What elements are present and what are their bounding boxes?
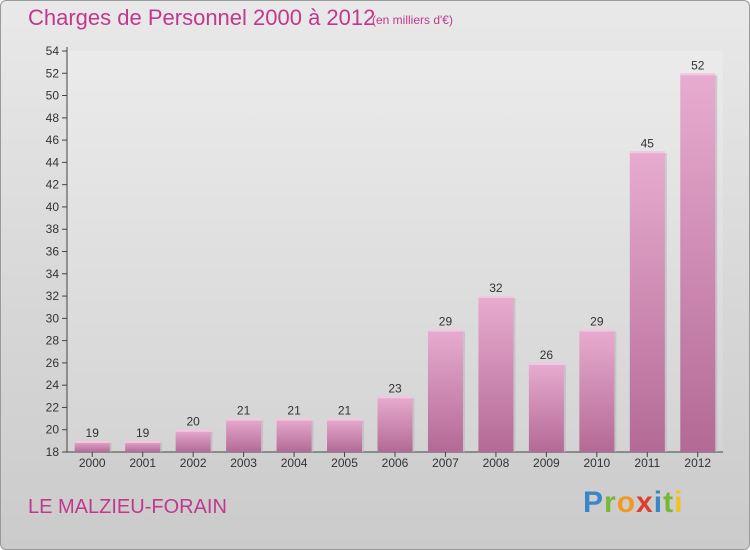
data-label: 21 [287, 404, 301, 418]
y-tick-label: 26 [46, 356, 60, 370]
bar-top-edge [327, 418, 363, 421]
data-label: 52 [691, 58, 705, 72]
chart-title: Charges de Personnel 2000 à 2012 [28, 5, 376, 30]
chart-axes: 18 20 22 24 26 28 30 32 34 36 38 40 42 44 46 48 50 52 54 [46, 44, 723, 459]
bar-top-edge [226, 418, 262, 421]
x-tick-label: 2010 [583, 456, 610, 470]
bar [226, 418, 262, 452]
bar [125, 440, 161, 452]
y-tick-label: 30 [46, 311, 60, 325]
bar [377, 396, 413, 452]
bar [327, 418, 363, 452]
bar-top-edge [579, 329, 615, 332]
x-tick-label: 2001 [129, 456, 156, 470]
bar [528, 362, 564, 452]
y-tick-label: 24 [46, 378, 60, 392]
data-label: 29 [590, 314, 604, 328]
bar-top-edge [125, 440, 161, 443]
bar-top-edge [276, 418, 312, 421]
data-label: 32 [489, 281, 503, 295]
x-tick-label: 2006 [382, 456, 409, 470]
y-tick-label: 34 [46, 267, 60, 281]
chart-labels: 2000 19 2001 19 2002 20 2003 21 2004 21 2005 21 2006… [79, 58, 712, 470]
bar [175, 429, 211, 452]
bar [276, 418, 312, 452]
data-label: 21 [237, 404, 251, 418]
x-tick-label: 2012 [684, 456, 711, 470]
chart-subtitle: (en milliers d'€) [372, 13, 453, 27]
bar [579, 329, 615, 452]
y-tick-label: 52 [46, 66, 60, 80]
data-label: 19 [86, 426, 100, 440]
bar-top-edge [629, 151, 665, 154]
y-tick-label: 42 [46, 178, 60, 192]
x-tick-label: 2009 [533, 456, 560, 470]
data-label: 26 [540, 348, 554, 362]
x-tick-label: 2004 [281, 456, 308, 470]
commune-name: LE MALZIEU-FORAIN [28, 496, 227, 518]
bar [427, 329, 463, 452]
data-label: 29 [439, 314, 453, 328]
x-tick-label: 2000 [79, 456, 106, 470]
y-tick-label: 44 [46, 155, 60, 169]
x-tick-label: 2008 [483, 456, 510, 470]
bar-top-edge [377, 396, 413, 399]
y-tick-label: 50 [46, 89, 60, 103]
bar [478, 296, 514, 452]
y-tick-label: 46 [46, 133, 60, 147]
x-tick-label: 2011 [634, 456, 660, 470]
y-tick-label: 32 [46, 289, 60, 303]
bar-top-edge [528, 362, 564, 365]
y-tick-label: 36 [46, 245, 60, 259]
bar-top-edge [175, 429, 211, 432]
bar-top-edge [74, 440, 110, 443]
bar [629, 151, 665, 452]
y-tick-label: 48 [46, 111, 60, 125]
chart-bars [74, 73, 718, 453]
y-tick-label: 28 [46, 334, 60, 348]
bar-top-edge [427, 329, 463, 332]
x-tick-label: 2005 [331, 456, 358, 470]
bar-top-edge [478, 296, 514, 299]
y-tick-label: 22 [46, 400, 60, 414]
bar [74, 440, 110, 452]
proxiti-logo: Proxiti [583, 486, 684, 519]
data-label: 19 [136, 426, 150, 440]
y-tick-label: 40 [46, 200, 60, 214]
y-tick-label: 20 [46, 423, 60, 437]
y-tick-label: 54 [46, 44, 60, 58]
bar [680, 73, 716, 453]
bar-top-edge [680, 73, 716, 76]
data-label: 20 [186, 415, 200, 429]
data-label: 21 [338, 404, 352, 418]
y-tick-label: 18 [46, 445, 60, 459]
x-tick-label: 2007 [432, 456, 459, 470]
x-tick-label: 2002 [180, 456, 207, 470]
x-tick-label: 2003 [230, 456, 257, 470]
data-label: 23 [388, 381, 402, 395]
data-label: 45 [641, 136, 655, 150]
y-tick-label: 38 [46, 222, 60, 236]
